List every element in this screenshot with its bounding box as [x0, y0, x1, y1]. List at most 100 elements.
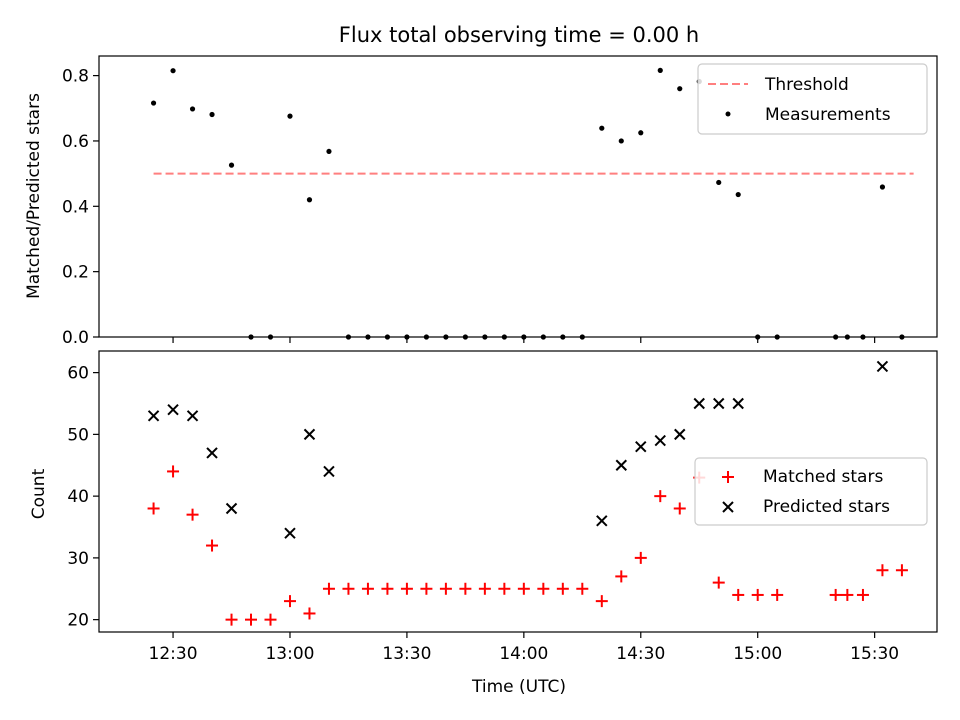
- measurement-point-27: [677, 86, 683, 92]
- measurement-point-2: [189, 106, 196, 112]
- measurement-point-13: [404, 334, 410, 340]
- matched-point-24: [615, 570, 628, 583]
- matched-point-5: [245, 613, 258, 626]
- matched-point-35: [856, 588, 869, 601]
- predicted-point-3: [206, 447, 218, 459]
- measurement-point-31: [755, 334, 761, 340]
- matched-point-27: [673, 502, 686, 515]
- legend-top: Threshold Measurements: [697, 63, 928, 135]
- predicted-point-12: [674, 428, 686, 441]
- predicted-point-4: [225, 502, 238, 515]
- legend-threshold-label: Threshold: [764, 75, 849, 95]
- matched-point-22: [576, 582, 589, 595]
- measurement-point-5: [248, 334, 254, 340]
- matched-point-16: [459, 582, 472, 595]
- predicted-point-10: [635, 441, 647, 453]
- bottom-panel: 20 30 40 50 60 12:30 13:00 13:30 14:00 14:30 15:00…: [67, 350, 938, 664]
- matched-point-33: [829, 588, 842, 601]
- measurement-point-12: [384, 334, 391, 340]
- legend-matched-label: Matched stars: [763, 467, 883, 487]
- bottom-xtick-label-1: 13:00: [265, 644, 314, 664]
- predicted-point-6: [303, 428, 316, 441]
- matched-point-10: [342, 582, 355, 595]
- top-y-axis-label: Matched/Predicted stars: [24, 93, 44, 299]
- predicted-point-16: [876, 360, 889, 373]
- matched-point-20: [537, 582, 550, 595]
- x-axis-label: Time (UTC): [471, 677, 566, 697]
- measurement-point-6: [267, 334, 274, 340]
- matched-point-21: [556, 582, 569, 595]
- measurement-point-21: [560, 334, 566, 340]
- predicted-point-14: [713, 397, 725, 410]
- predicted-point-5: [284, 527, 296, 539]
- matched-point-18: [498, 582, 511, 595]
- top-ytick-label-3: 0.6: [62, 132, 89, 152]
- predicted-point-2: [186, 410, 199, 422]
- measurement-point-26: [657, 67, 663, 73]
- predicted-point-1: [167, 403, 179, 416]
- matched-point-3: [206, 539, 219, 552]
- measurement-point-33: [833, 334, 839, 340]
- predicted-point-13: [693, 397, 705, 410]
- predicted-point-0: [147, 410, 160, 422]
- measurement-point-34: [844, 334, 850, 340]
- bottom-ytick-label-0: 20: [67, 611, 89, 631]
- bottom-xtick-label-2: 13:30: [382, 644, 431, 664]
- bottom-y-axis-label: Count: [29, 468, 49, 519]
- matched-point-37: [895, 564, 908, 577]
- measurement-point-16: [462, 334, 468, 340]
- measurement-point-7: [287, 113, 293, 119]
- chart-title: Flux total observing time = 0.00 h: [339, 23, 699, 47]
- matched-point-14: [420, 582, 433, 595]
- legend-predicted-swatch: [722, 501, 734, 513]
- matched-point-26: [654, 490, 667, 503]
- legend-predicted-label: Predicted stars: [763, 497, 890, 517]
- matched-point-23: [595, 595, 608, 608]
- matched-point-30: [732, 588, 745, 601]
- matched-point-11: [361, 582, 374, 595]
- legend-measurements-swatch: [725, 111, 731, 117]
- matched-point-15: [439, 582, 452, 595]
- matched-point-9: [322, 582, 335, 595]
- matched-point-12: [381, 582, 394, 595]
- predicted-point-15: [732, 397, 744, 410]
- measurement-point-1: [170, 68, 176, 74]
- matched-point-13: [400, 582, 413, 595]
- top-panel: 0.0 0.2 0.4 0.6 0.8: [62, 55, 938, 348]
- measurement-point-17: [482, 334, 488, 340]
- measurement-point-25: [638, 130, 644, 136]
- legend-bottom-frame: [694, 457, 928, 526]
- bottom-xtick-label-5: 15:00: [733, 644, 782, 664]
- measurement-point-30: [735, 191, 741, 198]
- matched-point-34: [841, 588, 854, 601]
- legend-top-frame: [697, 63, 928, 135]
- matched-point-7: [283, 595, 296, 608]
- predicted-point-11: [654, 434, 666, 447]
- matched-point-4: [225, 613, 238, 626]
- matched-point-31: [751, 588, 764, 601]
- matched-point-8: [303, 607, 316, 620]
- measurement-point-0: [150, 100, 157, 106]
- measurement-point-29: [716, 179, 722, 186]
- bottom-xtick-label-6: 15:30: [850, 644, 899, 664]
- top-ytick-label-2: 0.4: [62, 197, 89, 217]
- measurement-point-15: [443, 334, 449, 340]
- matched-point-19: [517, 582, 530, 595]
- measurement-point-18: [501, 334, 507, 340]
- top-ytick-label-1: 0.2: [62, 263, 89, 283]
- predicted-point-7: [323, 465, 335, 478]
- measurement-point-9: [326, 148, 332, 155]
- measurement-point-3: [209, 111, 215, 118]
- measurement-point-24: [618, 138, 624, 144]
- matched-point-0: [147, 502, 160, 515]
- measurement-point-8: [306, 197, 313, 203]
- matched-point-1: [167, 465, 180, 478]
- measurement-point-37: [899, 334, 905, 340]
- matched-point-29: [712, 576, 725, 589]
- matched-point-25: [634, 551, 647, 564]
- top-ytick-label-0: 0.0: [62, 328, 89, 348]
- predicted-point-9: [615, 459, 627, 471]
- legend-bottom: Matched stars Predicted stars: [694, 457, 928, 526]
- measurement-point-19: [521, 334, 527, 340]
- measurement-point-35: [860, 334, 866, 340]
